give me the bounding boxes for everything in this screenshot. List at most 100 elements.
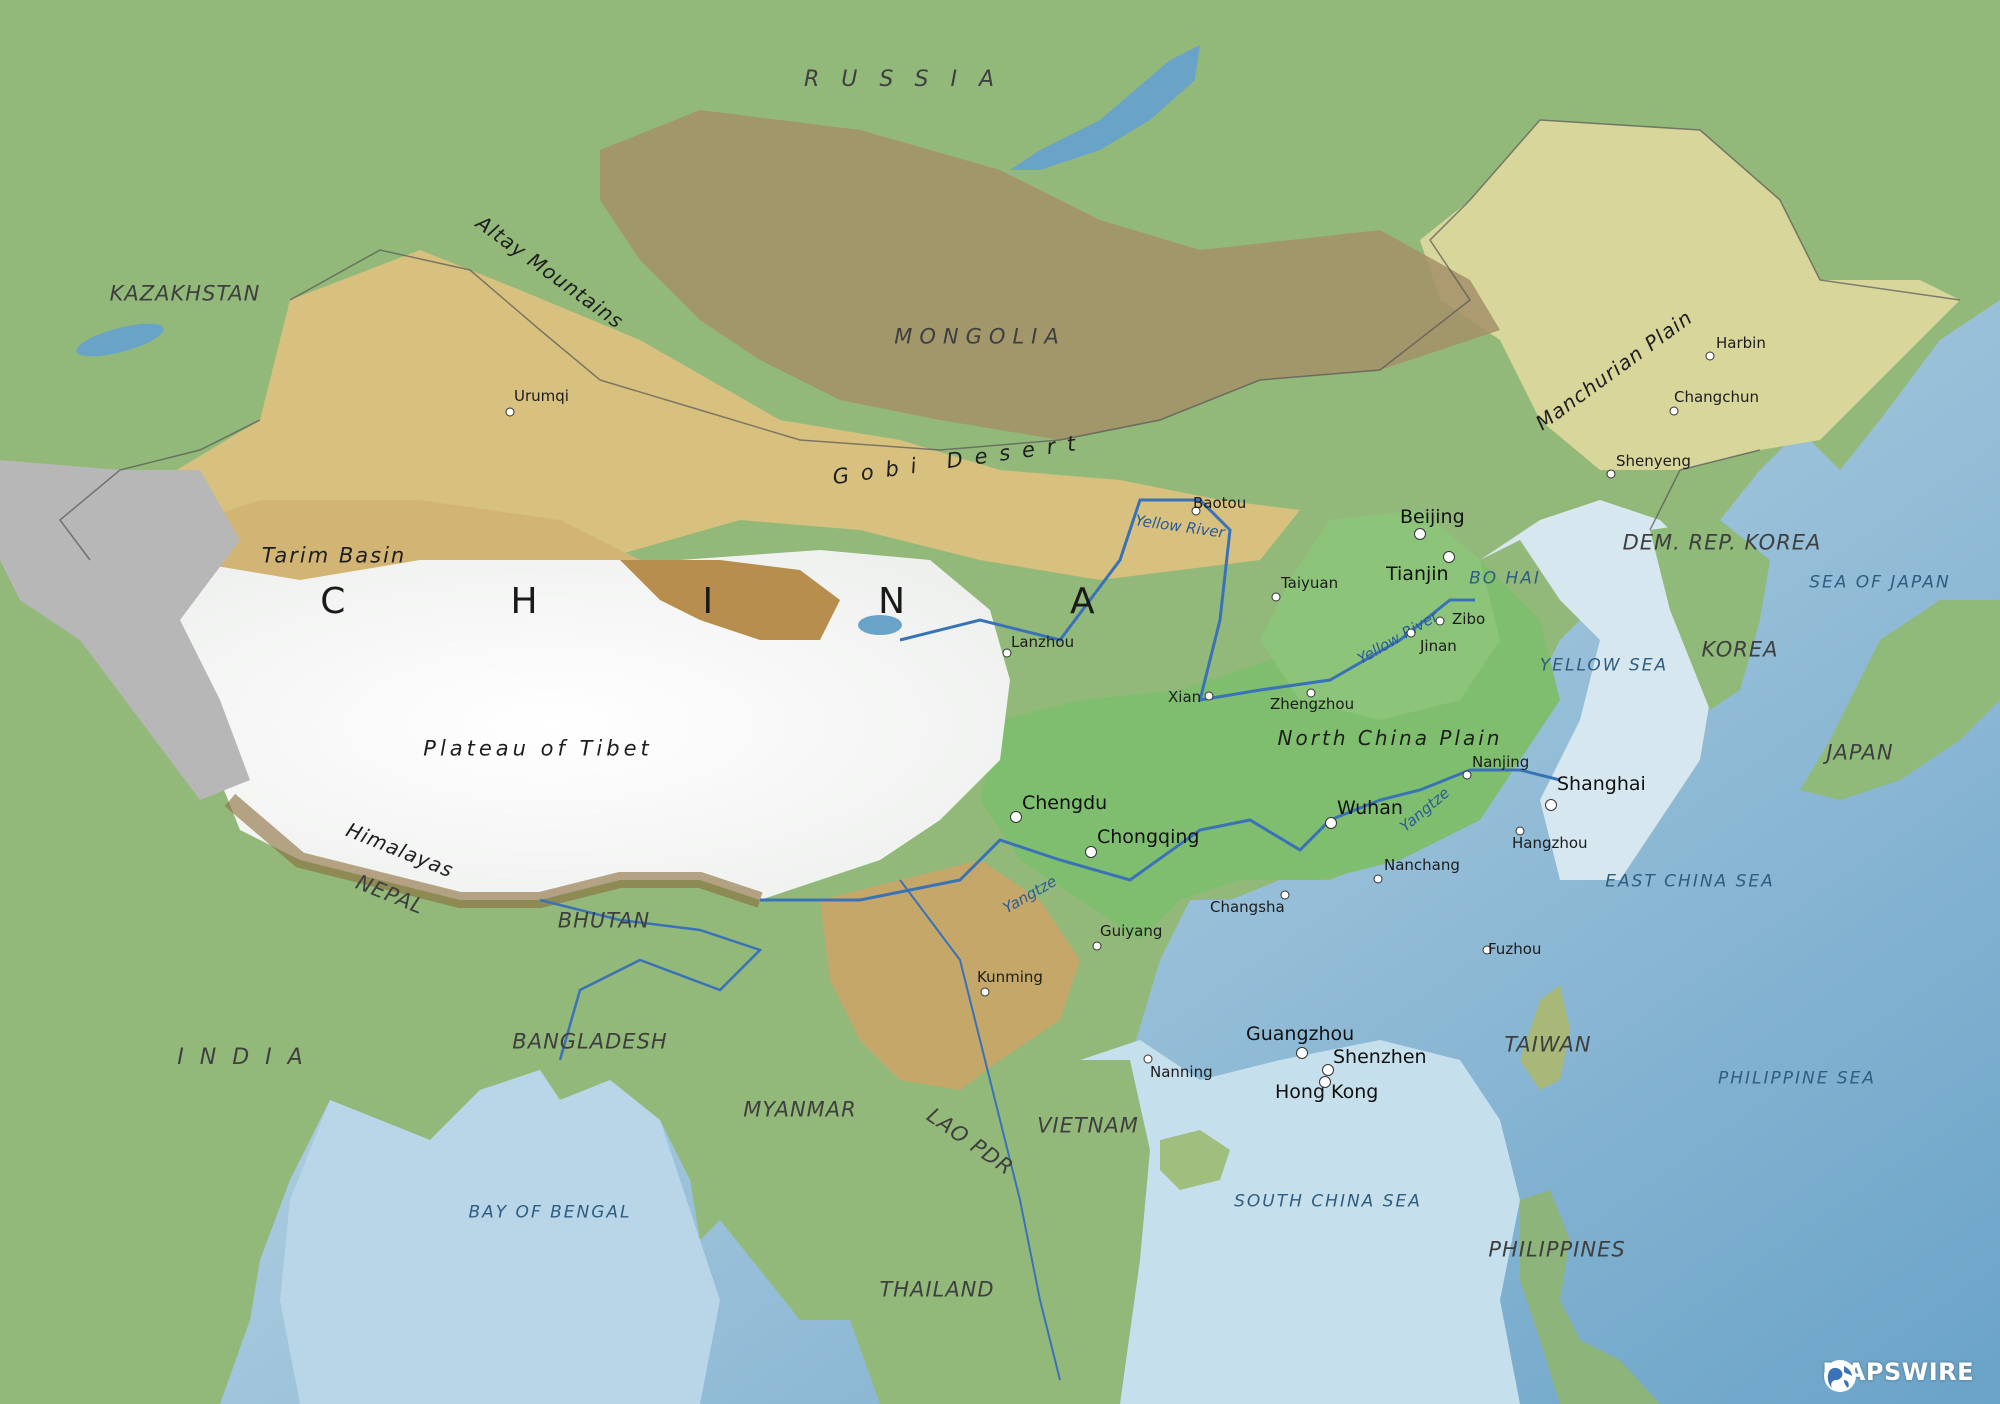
city-label-kunming: Kunming bbox=[977, 968, 1043, 986]
city-label-hangzhou: Hangzhou bbox=[1512, 834, 1588, 852]
city-dot-tianjin bbox=[1443, 551, 1455, 563]
river-yellow bbox=[899, 498, 1475, 702]
sea-label-yellow-sea: YELLOW SEA bbox=[1539, 655, 1669, 676]
city-dot-chengdu bbox=[1010, 811, 1022, 823]
city-dot-baotou bbox=[1191, 506, 1201, 516]
land-korea bbox=[1650, 520, 1770, 710]
sea-bay-of-bengal bbox=[280, 1070, 720, 1404]
land-yunnan bbox=[820, 860, 1080, 1090]
land-mongolia bbox=[600, 110, 1500, 440]
lake-qinghai bbox=[858, 615, 902, 635]
city-dot-fuzhou bbox=[1482, 945, 1492, 955]
city-label-shenyeng: Shenyeng bbox=[1616, 452, 1691, 470]
city-label-harbin: Harbin bbox=[1716, 334, 1766, 352]
feature-label-north-china-plain: North China Plain bbox=[1277, 726, 1503, 750]
city-label-fuzhou: Fuzhou bbox=[1488, 940, 1542, 958]
city-label-wuhan: Wuhan bbox=[1337, 797, 1403, 819]
country-label-bhutan: BHUTAN bbox=[557, 908, 651, 933]
city-label-guiyang: Guiyang bbox=[1100, 922, 1163, 940]
sea-south-china bbox=[1080, 1040, 1520, 1404]
sea-label-bo-hai: BO HAI bbox=[1469, 568, 1541, 589]
city-dot-changchun bbox=[1669, 406, 1679, 416]
land-japan bbox=[1800, 600, 2000, 800]
city-dot-xian bbox=[1204, 691, 1214, 701]
country-label-korea: KOREA bbox=[1701, 637, 1779, 662]
city-label-changsha: Changsha bbox=[1210, 898, 1285, 916]
city-dot-lanzhou bbox=[1002, 648, 1012, 658]
country-label-kazakhstan: KAZAKHSTAN bbox=[109, 281, 261, 306]
country-label-japan: JAPAN bbox=[1826, 740, 1894, 765]
city-label-taiyuan: Taiyuan bbox=[1281, 574, 1339, 592]
mapswire-logo: MAPSWIRE bbox=[1822, 1358, 1974, 1392]
land-philippines bbox=[1520, 1190, 1660, 1404]
city-label-hong-kong: Hong Kong bbox=[1275, 1081, 1379, 1103]
city-dot-shanghai bbox=[1545, 799, 1557, 811]
city-label-zibo: Zibo bbox=[1452, 610, 1486, 628]
country-label-dprk: DEM. REP. KOREA bbox=[1622, 530, 1822, 555]
city-label-baotou: Baotou bbox=[1193, 494, 1247, 512]
country-label-myanmar: MYANMAR bbox=[743, 1097, 857, 1122]
globe-icon bbox=[1824, 1360, 1857, 1392]
city-label-chongqing: Chongqing bbox=[1097, 826, 1200, 848]
land-taiwan bbox=[1520, 985, 1570, 1090]
river-brahmaputra bbox=[539, 898, 763, 1061]
city-label-lanzhou: Lanzhou bbox=[1011, 633, 1075, 651]
feature-label-tarim-basin: Tarim Basin bbox=[261, 543, 407, 568]
sea-label-sea-of-japan: SEA OF JAPAN bbox=[1809, 572, 1951, 593]
city-dot-harbin bbox=[1705, 351, 1715, 361]
sea-label-philippine-sea: PHILIPPINE SEA bbox=[1717, 1068, 1877, 1089]
land-qaidam bbox=[620, 560, 840, 640]
border-china bbox=[58, 119, 1961, 561]
city-dot-wuhan bbox=[1325, 817, 1337, 829]
city-label-guangzhou: Guangzhou bbox=[1246, 1023, 1355, 1045]
lake-baikal bbox=[1010, 45, 1200, 170]
city-dot-guiyang bbox=[1092, 941, 1102, 951]
city-dot-beijing bbox=[1414, 528, 1426, 540]
land-hainan bbox=[1160, 1130, 1230, 1190]
sea-label-east-china-sea: EAST CHINA SEA bbox=[1605, 871, 1775, 892]
city-dot-guangzhou bbox=[1296, 1047, 1308, 1059]
city-label-chengdu: Chengdu bbox=[1022, 792, 1108, 814]
country-label-taiwan: TAIWAN bbox=[1504, 1032, 1592, 1057]
feature-label-plateau-of-tibet: Plateau of Tibet bbox=[423, 736, 653, 761]
country-label-vietnam: VIETNAM bbox=[1037, 1113, 1139, 1138]
city-dot-zibo bbox=[1435, 616, 1445, 626]
city-dot-nanjing bbox=[1462, 770, 1472, 780]
city-dot-nanning bbox=[1143, 1054, 1153, 1064]
city-label-jinan: Jinan bbox=[1420, 637, 1457, 655]
land-karakoram bbox=[0, 460, 250, 800]
country-label-thailand: THAILAND bbox=[879, 1277, 995, 1302]
country-label-bangladesh: BANGLADESH bbox=[512, 1029, 668, 1054]
city-dot-taiyuan bbox=[1271, 592, 1281, 602]
city-dot-shenzhen bbox=[1322, 1064, 1334, 1076]
city-label-beijing: Beijing bbox=[1400, 506, 1465, 528]
land-north-china-plain bbox=[1260, 510, 1500, 720]
country-label-india: INDIA bbox=[177, 1045, 319, 1070]
city-dot-hangzhou bbox=[1515, 826, 1525, 836]
city-label-urumqi: Urumqi bbox=[514, 387, 569, 405]
sea-yellow-east bbox=[1480, 500, 1720, 880]
city-label-shanghai: Shanghai bbox=[1557, 773, 1646, 795]
sea-label-south-china-sea: SOUTH CHINA SEA bbox=[1234, 1191, 1422, 1212]
city-dot-jinan bbox=[1406, 628, 1416, 638]
sea-label-bay-of-bengal: BAY OF BENGAL bbox=[468, 1202, 632, 1223]
city-dot-urumqi bbox=[505, 407, 515, 417]
country-label-philippines: PHILIPPINES bbox=[1488, 1237, 1626, 1262]
land-manchuria bbox=[1420, 120, 1960, 470]
city-label-nanning: Nanning bbox=[1150, 1063, 1213, 1081]
river-yangtze bbox=[760, 768, 1561, 902]
city-dot-zhengzhou bbox=[1306, 688, 1316, 698]
city-label-nanchang: Nanchang bbox=[1384, 856, 1460, 874]
city-label-changchun: Changchun bbox=[1674, 388, 1759, 406]
city-label-nanjing: Nanjing bbox=[1472, 753, 1530, 771]
river-mekong bbox=[899, 879, 1061, 1381]
country-label-russia: RUSSIA bbox=[803, 67, 1017, 92]
lake-balkhash bbox=[76, 323, 164, 357]
city-dot-shenyeng bbox=[1606, 469, 1616, 479]
city-dot-changsha bbox=[1280, 890, 1290, 900]
country-label-china: CHINA bbox=[320, 581, 1260, 622]
city-dot-hong-kong bbox=[1319, 1076, 1331, 1088]
city-dot-chongqing bbox=[1085, 846, 1097, 858]
land-himalaya-rim bbox=[224, 793, 763, 908]
